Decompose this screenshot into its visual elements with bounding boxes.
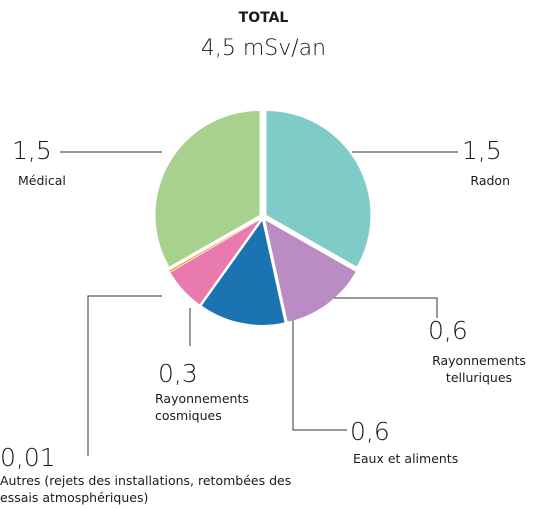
- leader-line: [330, 297, 438, 318]
- chart-subtitle: 4,5 mSv/an: [200, 36, 327, 61]
- value-label: 0,01: [0, 443, 56, 472]
- chart-title: TOTAL: [238, 10, 289, 26]
- value-label: 0,6: [428, 316, 468, 345]
- pie-slice: [265, 220, 356, 322]
- leader-line: [87, 295, 162, 456]
- pie-slice: [155, 110, 260, 267]
- pie-slice: [201, 220, 285, 325]
- category-label: Rayonnements telluriques: [432, 353, 526, 385]
- category-label: Radon: [470, 173, 510, 188]
- category-label: Rayonnements cosmiques: [155, 391, 249, 423]
- leader-line: [292, 318, 347, 431]
- pie-slice: [266, 110, 371, 267]
- pie-slice: [170, 219, 261, 305]
- value-label: 1,5: [12, 136, 52, 165]
- category-label: Autres (rejets des installations, retomb…: [0, 473, 292, 505]
- category-label: Eaux et aliments: [353, 451, 459, 466]
- value-label: 0,3: [158, 359, 198, 388]
- category-label: Médical: [18, 173, 66, 188]
- value-label: 0,6: [350, 417, 390, 446]
- value-label: 1,5: [462, 136, 502, 165]
- pie-slice: [169, 219, 260, 272]
